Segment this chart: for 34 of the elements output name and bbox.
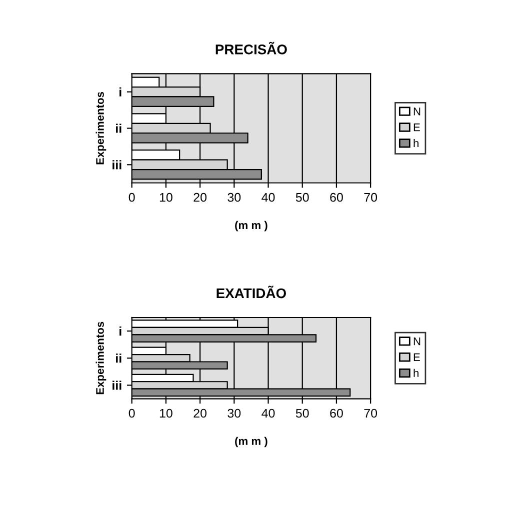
chart-title: EXATIDÃO (216, 286, 286, 298)
x-tick-label: 70 (364, 192, 378, 202)
legend-label: N (414, 108, 420, 116)
x-tick-label: 30 (228, 408, 241, 418)
x-tick-label: 0 (128, 408, 135, 418)
legend-label: h (414, 139, 418, 148)
x-tick-label: 10 (160, 192, 172, 202)
x-tick-label: 60 (330, 192, 343, 202)
x-axis-title: (m m ) (235, 220, 268, 232)
legend-label: N (414, 337, 420, 346)
x-axis-title: (m m ) (235, 436, 268, 448)
y-tick-label: i (120, 326, 122, 336)
x-tick-label: 50 (296, 192, 309, 202)
chart-title: PRECISÃO (216, 42, 287, 54)
legend-label: h (414, 368, 418, 377)
x-tick-label: 20 (194, 408, 206, 418)
y-tick-label: ii (116, 354, 122, 363)
x-tick-label: 0 (128, 192, 135, 202)
legend-label: E (414, 124, 420, 132)
x-tick-label: 10 (160, 408, 172, 418)
x-tick-label: 50 (296, 408, 309, 418)
x-tick-label: 20 (194, 192, 206, 202)
x-tick-label: 40 (262, 192, 275, 202)
y-axis-title: Experimentos (96, 322, 106, 394)
x-tick-label: 30 (228, 192, 241, 202)
y-tick-label: i (120, 87, 122, 96)
y-axis-title: Experimentos (96, 92, 106, 164)
x-tick-label: 60 (330, 408, 343, 418)
y-tick-label: iii (112, 160, 122, 170)
y-tick-label: ii (116, 124, 122, 133)
x-tick-label: 70 (364, 408, 378, 418)
legend-label: E (414, 353, 420, 362)
y-tick-label: iii (112, 380, 122, 390)
x-tick-label: 40 (262, 408, 275, 418)
